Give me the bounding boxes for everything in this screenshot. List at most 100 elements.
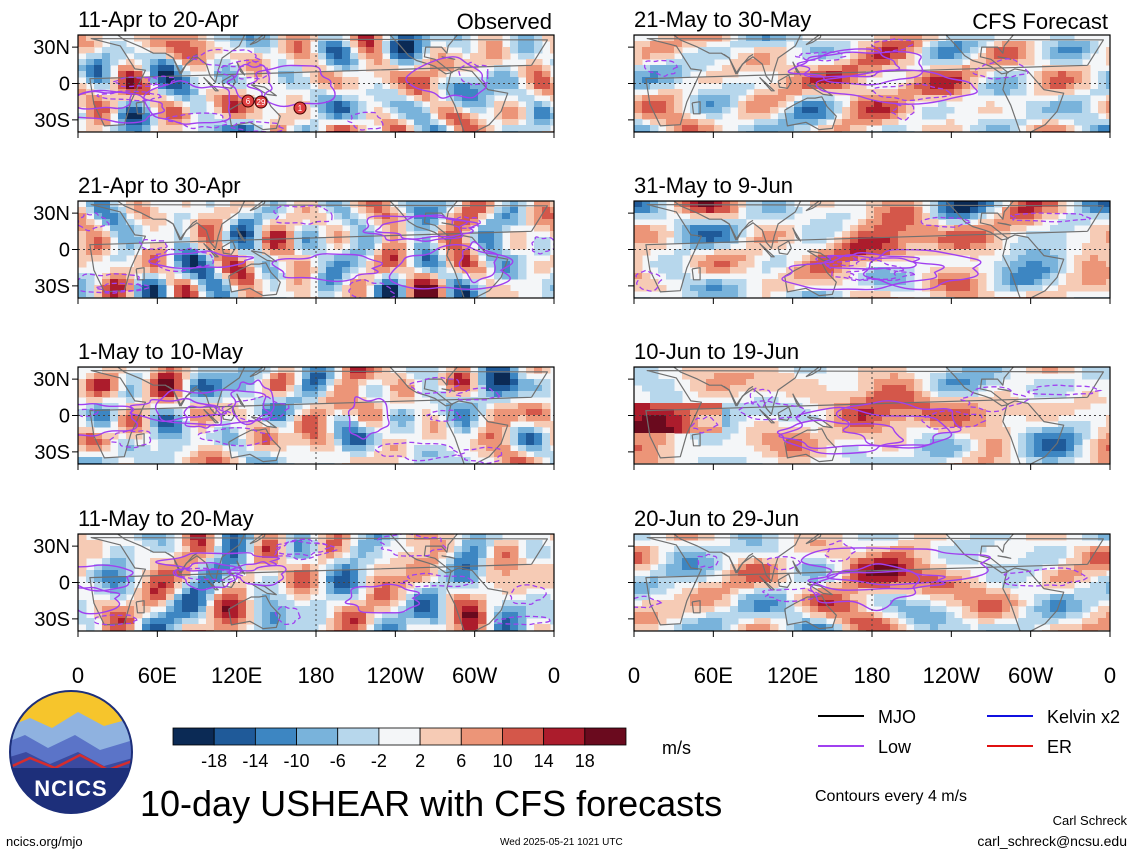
- coastline-s-america: [1002, 234, 1065, 298]
- storm-marker-label: 29: [257, 98, 266, 107]
- y-tick-label: 30S: [34, 442, 70, 464]
- coastline-cuba: [441, 388, 456, 392]
- colorbar-tick-label: -10: [284, 751, 310, 771]
- coastline-madagascar: [135, 600, 145, 614]
- coastline-cuba: [997, 222, 1012, 226]
- coastline-sumatra: [203, 575, 219, 591]
- coastline-india: [723, 552, 754, 574]
- coastline-japan: [249, 201, 266, 212]
- low-contour-dashed: [458, 61, 489, 86]
- colorbar-units: m/s: [662, 738, 691, 758]
- coastline-borneo: [221, 74, 236, 89]
- coastline-borneo: [777, 240, 792, 255]
- colorbar-swatch: [337, 727, 380, 746]
- coastline-sumatra: [203, 76, 219, 92]
- legend-item-mjo: MJO: [818, 707, 916, 727]
- y-tick-label: 30N: [33, 369, 70, 391]
- logo-emblem: [10, 691, 132, 813]
- y-tick-label: 30N: [33, 203, 70, 225]
- coastline-africa: [645, 204, 1104, 293]
- coastline-madagascar: [691, 267, 701, 281]
- low-contour-dashed: [78, 408, 99, 418]
- colorbar-swatch: [254, 727, 297, 746]
- low-contour-dashed: [408, 376, 460, 395]
- colorbar-swatch: [419, 727, 462, 746]
- coastline-japan: [249, 367, 266, 378]
- map-panel-4: 30N 0 30S 11-May to 20-May: [33, 506, 555, 637]
- low-contour-dashed: [738, 400, 807, 421]
- low-contour-dashed: [347, 111, 384, 131]
- coastline-japan: [805, 201, 822, 212]
- panel-period-label: 21-May to 30-May: [634, 7, 811, 32]
- low-contour-dashed: [221, 395, 290, 422]
- x-tick-label: 0: [72, 663, 84, 688]
- low-contour-dashed: [276, 538, 331, 557]
- observed-label: Observed: [457, 9, 552, 34]
- coastline-africa: [645, 537, 1104, 626]
- coastline-new-guinea: [250, 84, 277, 97]
- coastline-africa: [89, 537, 548, 626]
- storm-marker-label: 1: [298, 104, 303, 113]
- low-contour-dashed: [749, 387, 773, 408]
- y-tick-label: 0: [59, 74, 70, 96]
- coastline-india: [723, 385, 754, 407]
- author-name: Carl Schreck: [1052, 813, 1127, 828]
- low-contour-dashed: [890, 103, 916, 121]
- storm-marker: 6: [241, 94, 255, 108]
- panel-period-label: 31-May to 9-Jun: [634, 173, 793, 198]
- coastline-philippines: [236, 393, 246, 408]
- low-contours: [643, 38, 1029, 121]
- colorbar-tick-label: 6: [456, 751, 466, 771]
- coastline-australia: [784, 96, 837, 131]
- figure-title: 10-day USHEAR with CFS forecasts: [140, 783, 723, 824]
- colorbar-swatch: [378, 727, 421, 746]
- low-contour-dashed: [643, 59, 679, 77]
- storm-marker: 29: [254, 95, 268, 109]
- coastline-sumatra: [759, 242, 775, 258]
- low-contour-solid: [781, 254, 945, 291]
- low-contour-solid: [835, 400, 962, 447]
- website-url[interactable]: ncics.org/mjo: [6, 834, 83, 849]
- author-email[interactable]: carl_schreck@ncsu.edu: [977, 833, 1127, 849]
- map-panel-3: 30N 0 30S 1-May to 10-May: [33, 339, 555, 470]
- coastline-japan: [805, 367, 822, 378]
- low-contour-solid: [800, 547, 991, 586]
- x-tick-label: 0: [1104, 663, 1116, 688]
- coastline-japan: [805, 35, 822, 46]
- coastline-new-guinea: [250, 250, 277, 263]
- legend-item-low: Low: [818, 737, 912, 757]
- low-contour-dashed: [153, 247, 215, 273]
- low-contour-dashed: [164, 112, 229, 130]
- x-tick-label: 120W: [923, 663, 981, 688]
- shear-field: [78, 534, 554, 631]
- coastline-new-guinea: [250, 416, 277, 429]
- panel-period-label: 11-May to 20-May: [78, 506, 254, 531]
- colorbar-swatch: [296, 727, 339, 746]
- low-contours: [634, 540, 1089, 612]
- y-tick-label: 30S: [34, 609, 70, 631]
- legend-label: Kelvin x2: [1047, 707, 1120, 727]
- low-contour-dashed: [186, 48, 262, 68]
- y-tick-label: 30S: [34, 110, 70, 132]
- coastline-europe-asia: [634, 367, 803, 415]
- x-tick-label: 120W: [367, 663, 425, 688]
- coastline-cuba: [997, 388, 1012, 392]
- x-tick-label: 0: [548, 663, 560, 688]
- low-contour-dashed: [1003, 567, 1089, 587]
- low-contour-dashed: [1010, 212, 1092, 223]
- coastline-sumatra: [759, 76, 775, 92]
- low-contour-solid: [78, 564, 134, 592]
- low-contour-solid: [405, 56, 487, 99]
- low-contour-solid: [344, 583, 421, 614]
- legend-label: ER: [1047, 737, 1072, 757]
- y-tick-label: 0: [59, 573, 70, 595]
- coastline-n-america: [389, 534, 459, 574]
- low-contour-dashed: [531, 236, 554, 255]
- coastline-philippines: [792, 560, 802, 575]
- low-contour-solid: [362, 214, 468, 242]
- low-contour-dashed: [274, 605, 301, 626]
- forecast-label: CFS Forecast: [972, 9, 1108, 34]
- low-contour-dashed: [377, 534, 447, 557]
- contour-note: Contours every 4 m/s: [815, 788, 968, 805]
